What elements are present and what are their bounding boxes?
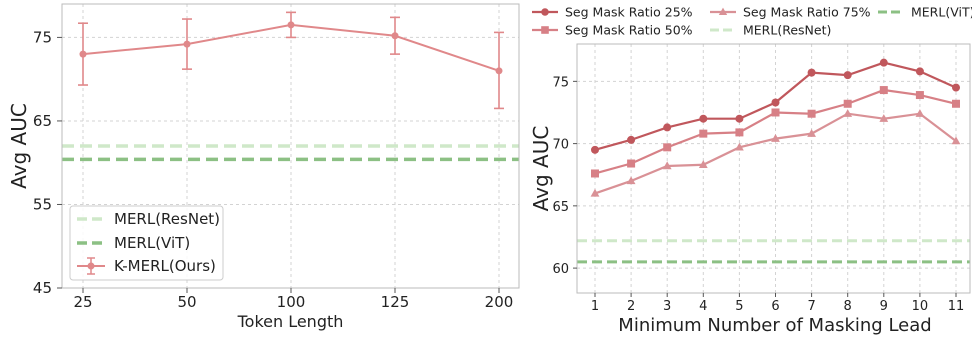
data-point-kmerl (495, 67, 503, 75)
data-point-square (952, 99, 960, 108)
x-tick-label: 4 (699, 299, 707, 314)
legend-swatch-marker (87, 262, 95, 270)
data-point-triangle (698, 160, 708, 168)
legend-right: Seg Mask Ratio 25% Seg Mask Ratio 75% MERL… (532, 5, 972, 38)
data-point-square (591, 169, 599, 178)
legend-label-kmerl: K-MERL(Ours) (114, 257, 216, 275)
data-point-triangle (771, 134, 780, 142)
right-chart: 60 65 70 75 1 2 3 4 5 6 7 8 9 10 11 Minimum Number of M… (529, 5, 972, 337)
legend-label: MERL(ResNet) (743, 23, 831, 38)
data-point-square (663, 143, 672, 152)
legend-box (69, 205, 224, 281)
x-tick-label: 11 (948, 299, 965, 314)
x-tick-label: 5 (735, 299, 743, 314)
data-point-square (879, 86, 888, 95)
y-tick-label: 65 (552, 200, 569, 215)
x-tick-label: 125 (381, 293, 410, 311)
data-point-kmerl (391, 32, 399, 40)
x-tick-label: 8 (844, 299, 852, 314)
data-point-triangle (951, 136, 961, 145)
x-tick-label: 100 (277, 293, 306, 311)
data-point-circle (843, 71, 852, 80)
data-point-circle (952, 83, 960, 92)
y-axis-label: Avg AUC (529, 126, 553, 212)
data-point-square (699, 129, 708, 138)
y-tick-label: 75 (33, 28, 52, 46)
x-tick-label: 9 (880, 299, 888, 314)
left-chart: 45 55 65 75 25 50 100 125 200 Token Length Avg AUC… (7, 3, 520, 331)
data-point-circle (735, 114, 744, 123)
x-tick-label: 200 (485, 293, 514, 311)
x-axis-label: Token Length (237, 312, 344, 331)
x-tick-label: 3 (663, 299, 671, 314)
data-point-square (843, 99, 852, 108)
x-tick-label: 1 (591, 299, 599, 314)
y-tick-label: 70 (552, 138, 569, 153)
y-axis-label: Avg AUC (7, 103, 31, 189)
x-tick-label: 7 (807, 299, 815, 314)
x-tick-label: 6 (771, 299, 779, 314)
data-point-circle (807, 68, 816, 77)
data-point-square (627, 159, 636, 168)
y-tick-label: 60 (552, 262, 569, 277)
y-tick-label: 65 (33, 112, 52, 130)
x-tick-label: 2 (627, 299, 635, 314)
legend-label: Seg Mask Ratio 75% (743, 5, 871, 20)
data-point-triangle (735, 142, 744, 151)
data-point-square (807, 109, 816, 118)
data-point-kmerl (287, 21, 295, 29)
data-point-square (915, 91, 924, 100)
legend-label: Seg Mask Ratio 50% (565, 23, 693, 38)
data-point-triangle (662, 161, 672, 170)
x-axis-label: Minimum Number of Masking Lead (618, 315, 931, 336)
legend-label-resnet: MERL(ResNet) (114, 210, 220, 228)
y-tick-label: 45 (33, 279, 52, 297)
x-tick-label: 10 (912, 299, 929, 314)
legend-left: MERL(ResNet) MERL(ViT) K-MERL(Ours) (69, 205, 224, 281)
legend-label: MERL(ViT) (911, 5, 972, 20)
data-point-circle (699, 114, 708, 123)
data-point-triangle (843, 109, 853, 117)
data-point-circle (915, 67, 924, 76)
legend-marker-square (541, 26, 549, 34)
data-point-kmerl (79, 50, 87, 58)
data-point-circle (879, 58, 888, 67)
plot-frame (576, 43, 971, 294)
y-tick-label: 75 (552, 75, 569, 90)
data-point-circle (627, 135, 636, 144)
data-point-triangle (590, 188, 600, 197)
data-point-kmerl (183, 40, 191, 48)
legend-label-vit: MERL(ViT) (114, 234, 190, 252)
legend-marker-circle (541, 8, 549, 16)
x-tick-label: 50 (177, 293, 196, 311)
data-point-triangle (879, 114, 889, 122)
legend-label: Seg Mask Ratio 25% (565, 5, 693, 20)
data-point-circle (591, 145, 599, 154)
data-point-triangle (626, 176, 636, 185)
data-point-square (771, 108, 780, 117)
x-tick-label: 25 (73, 293, 92, 311)
data-point-square (735, 128, 744, 137)
legend-marker-triangle (718, 7, 728, 16)
data-point-triangle (915, 109, 925, 117)
data-point-triangle (807, 129, 816, 137)
y-tick-label: 55 (33, 195, 52, 213)
data-point-circle (663, 123, 672, 132)
data-point-circle (771, 98, 780, 107)
